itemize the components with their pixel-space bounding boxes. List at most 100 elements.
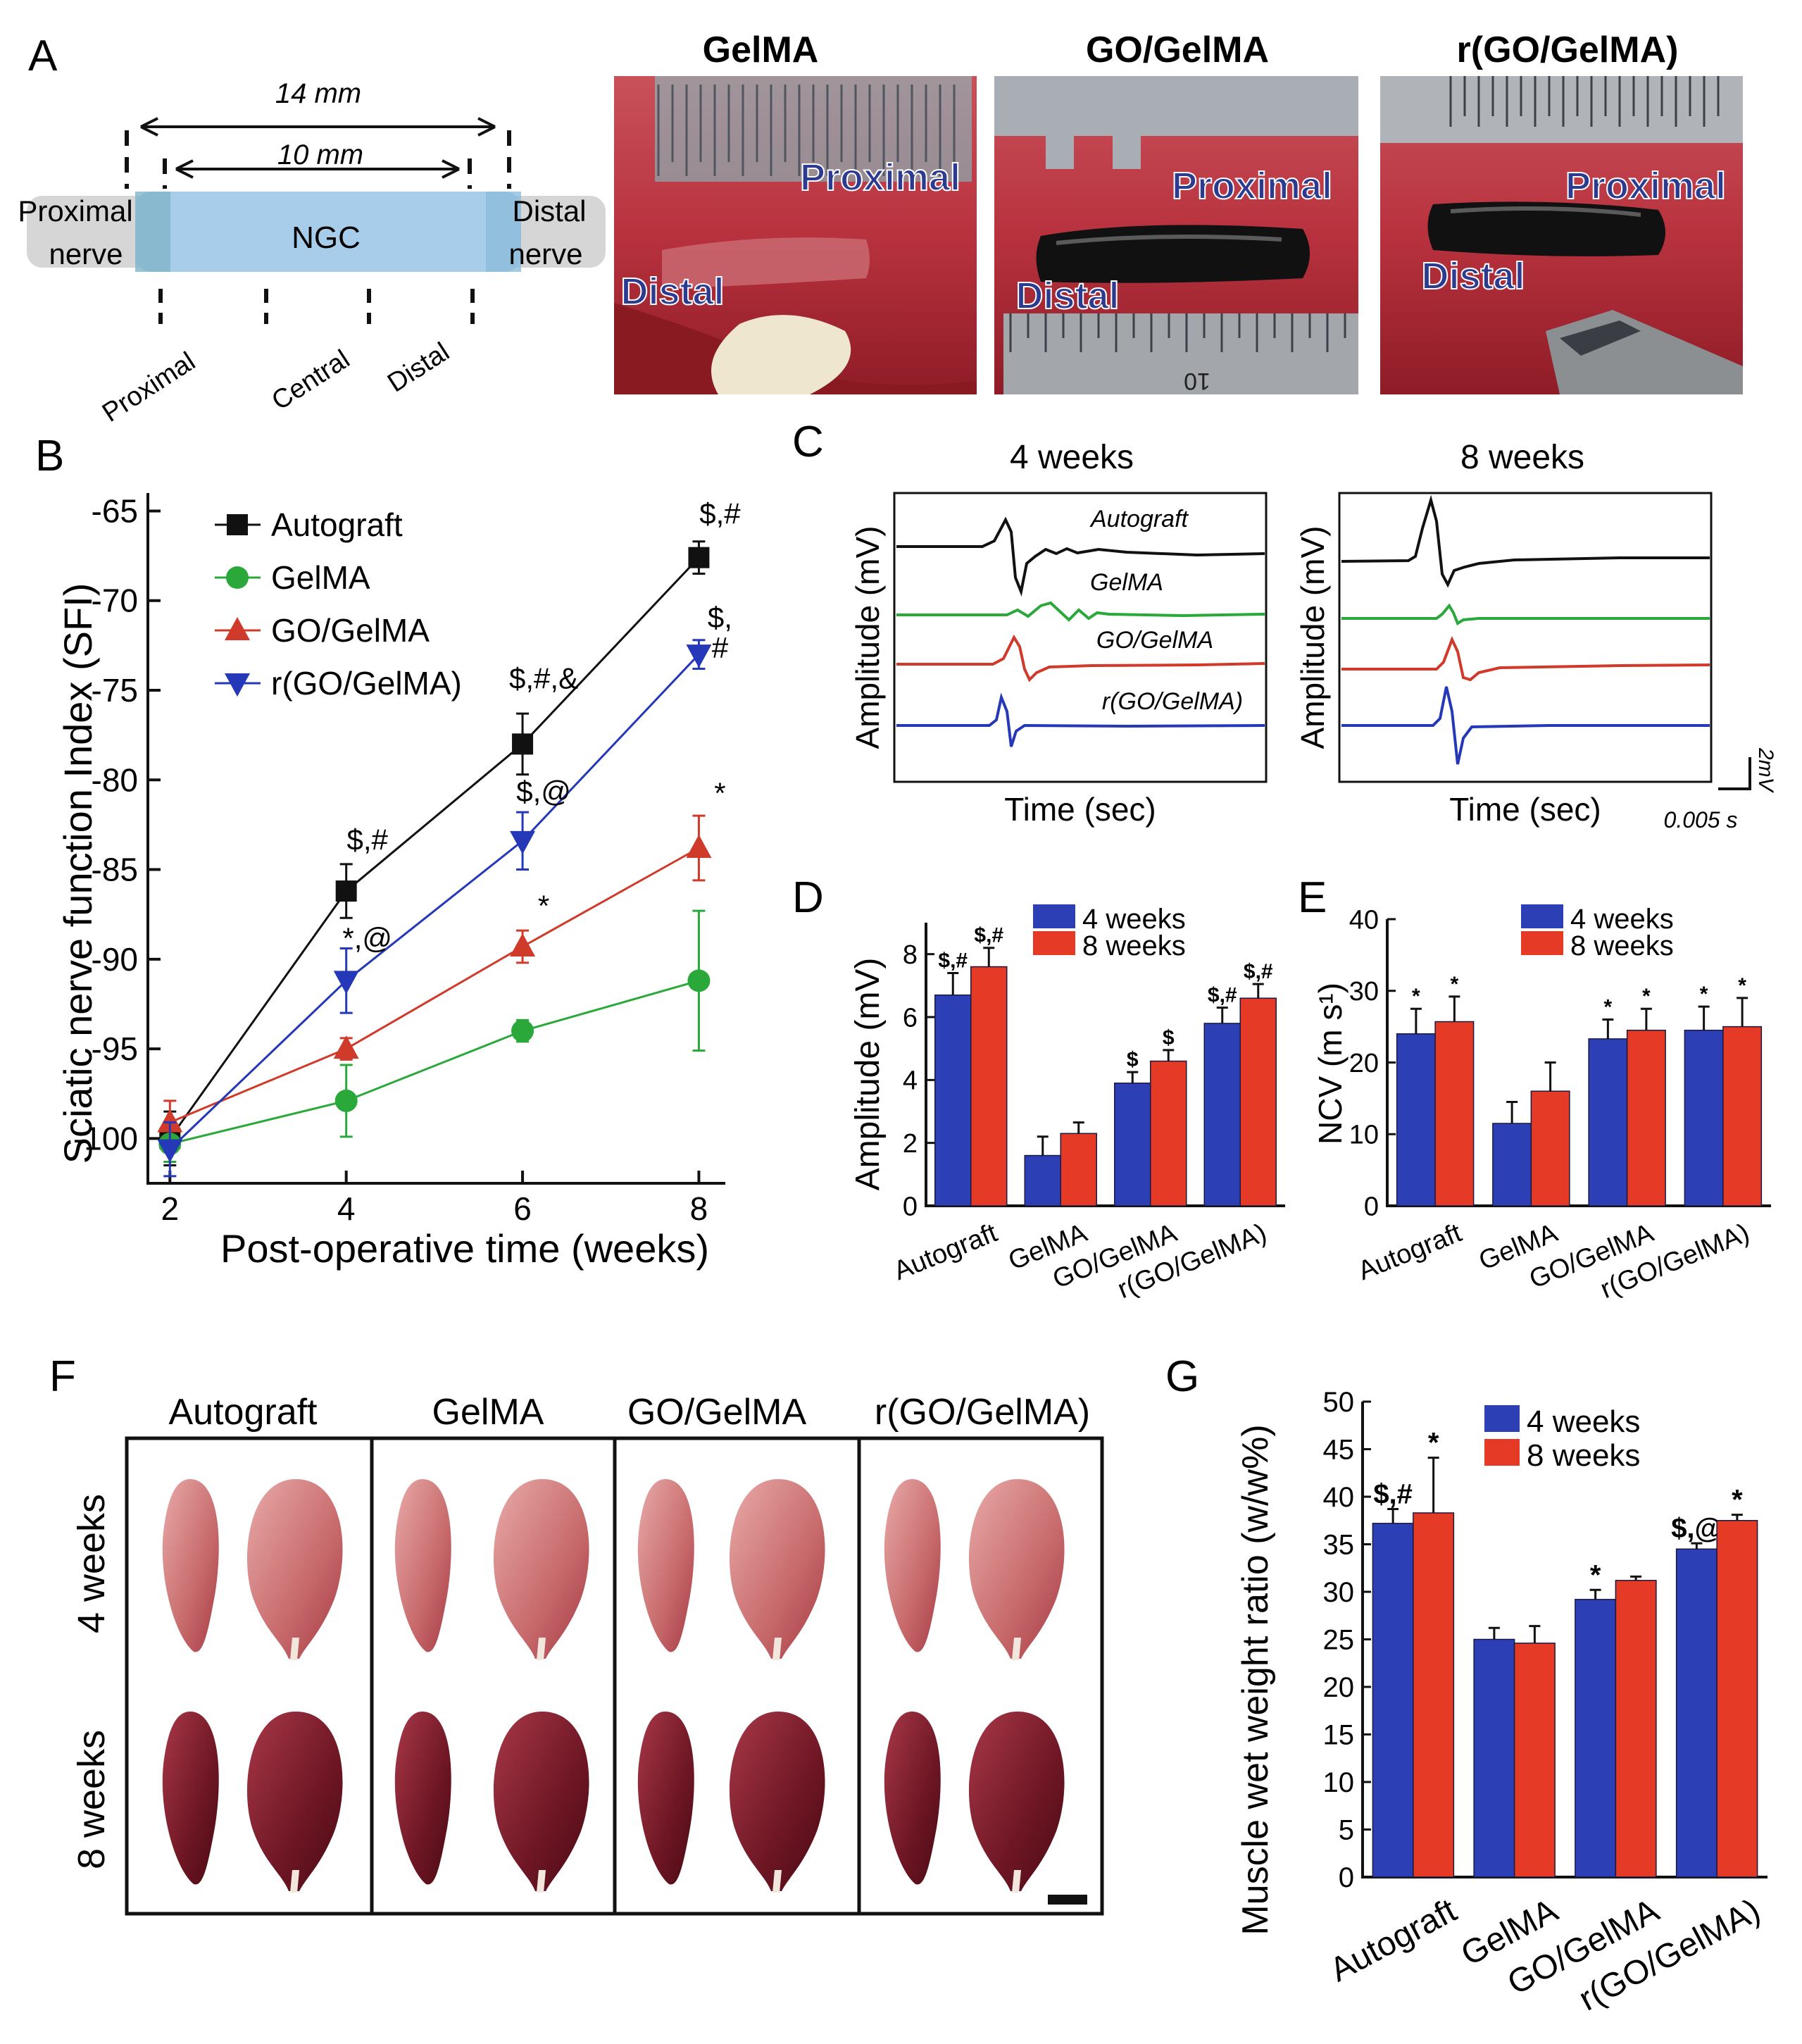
- muscle-tendon: [290, 1870, 299, 1893]
- proximal-nerve-label-1: Proximal: [18, 194, 132, 228]
- scale-bar: [1718, 757, 1751, 790]
- bar-ytick-label: 10: [1323, 1767, 1355, 1798]
- bar-ytick-label: 4: [903, 1066, 918, 1096]
- bar: [1434, 1021, 1475, 1207]
- chart-b-point: [333, 971, 359, 995]
- distal-nerve-label-1: Distal: [512, 194, 586, 228]
- chart-b-line: [169, 979, 699, 1145]
- bar-annotation: $,#: [1244, 960, 1273, 983]
- panel-f-row-8w: 8 weeks: [70, 1730, 113, 1869]
- bar-legend-label: 8 weeks: [1082, 930, 1186, 961]
- chart-b-xtick-label: 2: [161, 1190, 180, 1227]
- bar: [1626, 1029, 1666, 1207]
- ngc-overlap-right: [486, 192, 521, 272]
- muscle-tendon: [1012, 1638, 1021, 1660]
- bar-legend-swatch: [1521, 904, 1563, 928]
- bar-annotation: *: [1732, 1485, 1743, 1516]
- bar: [1239, 997, 1277, 1207]
- bar-ytick-label: 50: [1323, 1387, 1355, 1418]
- bar-ytick-label: 20: [1349, 1049, 1379, 1078]
- ngc-shape: [135, 192, 521, 272]
- chart-e-ylabel: NCV (m s¹): [1312, 983, 1349, 1145]
- muscle-small: [637, 1479, 694, 1652]
- panel-f-scale-bar: [1048, 1895, 1087, 1905]
- chart-b-annotation: *,@: [342, 922, 392, 955]
- bar-ytick-label: 0: [1364, 1192, 1379, 1221]
- bar-legend-label: 8 weeks: [1527, 1438, 1640, 1473]
- trace-4w-rgo-gelma: [896, 692, 1265, 747]
- trace-4w-label-gelma: GelMA: [1090, 569, 1163, 596]
- muscle-large: [493, 1479, 589, 1659]
- trace-4w-go-gelma: [896, 634, 1265, 683]
- panel-c-xlabel-8w: Time (sec): [1449, 791, 1601, 828]
- trace-8w-autograft: [1341, 494, 1710, 588]
- trace-4w-label-autograft: Autograft: [1089, 506, 1189, 532]
- panel-c-box-4w: [893, 492, 1268, 783]
- chart-b-point: [512, 733, 534, 755]
- chart-b-xtick-label: 4: [337, 1190, 356, 1227]
- chart-b-ytick-label: -80: [92, 761, 138, 798]
- chart-b-point: [335, 880, 357, 902]
- panel-letter-b: B: [35, 432, 64, 480]
- chart-b-point: [510, 933, 536, 956]
- chart-b-ytick-label: -65: [92, 492, 138, 529]
- chart-b-ytick-label: -85: [92, 852, 138, 888]
- segment-proximal-label: Proximal: [97, 347, 201, 428]
- chart-b-ytick-label: -95: [92, 1030, 138, 1067]
- bar-annotation: $: [1163, 1026, 1175, 1049]
- dim-10mm-label: 10 mm: [277, 139, 363, 170]
- bar-annotation: $,#: [938, 949, 968, 972]
- panel-a-schematic: 14 mm 10 mm Proximal nerve NGC Distal ne…: [18, 78, 606, 428]
- chart-b-annotation: #: [712, 631, 729, 664]
- photo-gelma-title: GelMA: [703, 30, 819, 70]
- bar: [1150, 1060, 1187, 1207]
- bar-legend-swatch: [1484, 1405, 1520, 1432]
- bar-ytick-label: 15: [1323, 1720, 1355, 1751]
- photo-gelma-proximal-label: Proximal: [800, 156, 961, 199]
- muscle-small: [884, 1712, 941, 1885]
- bar-legend-swatch: [1484, 1439, 1520, 1466]
- trace-4w-label-go-gelma: GO/GelMA: [1096, 627, 1213, 654]
- bar: [1060, 1133, 1097, 1207]
- chart-b-point: [688, 547, 710, 568]
- bar-annotation: $,#: [1208, 984, 1237, 1007]
- bar-ytick-label: 8: [903, 940, 918, 970]
- bar-annotation: *: [1604, 995, 1613, 1018]
- panel-letter-a: A: [28, 32, 58, 80]
- bar: [1722, 1026, 1763, 1207]
- muscle-tendon: [772, 1870, 782, 1893]
- photo-rgo-gelma-proximal-label: Proximal: [1565, 165, 1726, 207]
- photo-go-gelma-title: GO/GelMA: [1086, 30, 1269, 70]
- bar: [1203, 1023, 1241, 1207]
- bar: [1684, 1029, 1724, 1207]
- photo-go-gelma: 10 Proximal Distal: [994, 76, 1358, 394]
- bar-legend-label: 4 weeks: [1082, 904, 1186, 935]
- bar-ytick-label: 45: [1323, 1435, 1355, 1466]
- ngc-label: NGC: [292, 220, 361, 255]
- chart-b-point: [511, 1019, 534, 1042]
- chart-b-point: [157, 1109, 183, 1133]
- chart-b-ytick-label: -90: [92, 941, 138, 978]
- bar: [1396, 1033, 1436, 1207]
- panel-letter-e: E: [1298, 873, 1327, 922]
- bar: [1114, 1083, 1151, 1207]
- bar-category-label: Autograft: [1324, 1892, 1463, 1989]
- chart-b-xtick-label: 6: [513, 1190, 532, 1227]
- panel-f-group-gelma: GelMA: [432, 1392, 544, 1433]
- chart-b-legend-label: GO/GelMA: [271, 612, 430, 649]
- bar-annotation: *: [1700, 983, 1708, 1006]
- chart-b-annotation: $,@: [516, 775, 571, 808]
- chart-b-legend-label: GelMA: [271, 559, 370, 596]
- bar-ytick-label: 25: [1323, 1625, 1355, 1656]
- bar-annotation: $,#: [1373, 1479, 1413, 1510]
- bar-category-label: Autograft: [1354, 1218, 1466, 1286]
- muscle-tendon: [537, 1870, 546, 1893]
- chart-b-line: [169, 556, 700, 1140]
- muscle-small: [637, 1712, 694, 1885]
- ngc-overlap-left: [135, 192, 170, 272]
- bar: [1575, 1599, 1617, 1878]
- chart-b-xlabel: Post-operative time (weeks): [220, 1226, 709, 1271]
- chart-b-point: [510, 830, 536, 854]
- bar: [1492, 1123, 1532, 1207]
